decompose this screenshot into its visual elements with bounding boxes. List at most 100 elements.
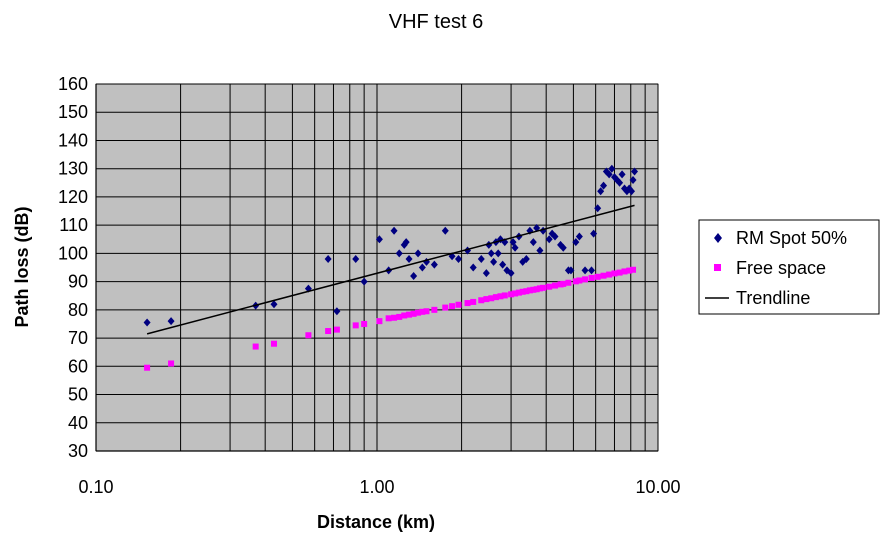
rm-spot-point: [454, 255, 462, 264]
rm-spot-point: [490, 257, 498, 266]
free-space-point: [401, 312, 408, 319]
trendline: [146, 204, 635, 335]
free-space-point: [600, 272, 607, 279]
free-space-point: [611, 270, 618, 277]
free-space-point: [582, 276, 589, 283]
rm-spot-point: [143, 318, 151, 327]
free-space-point: [361, 320, 368, 327]
y-axis-title: Path loss (dB): [12, 206, 32, 327]
rm-spot-point: [511, 243, 519, 252]
legend-label-free-space: Free space: [736, 258, 826, 278]
rm-spot-point: [600, 181, 608, 190]
free-space-point: [464, 300, 471, 307]
legend-marker-square-icon: [714, 264, 721, 271]
rm-spot-point: [360, 277, 368, 286]
free-space-point: [431, 306, 438, 313]
legend-item-rm-spot: RM Spot 50%: [714, 228, 847, 248]
rm-spot-point: [324, 255, 332, 264]
rm-spot-point: [270, 300, 278, 309]
free-space-point: [540, 284, 547, 291]
x-tick-labels: 0.10 1.00 10.00: [78, 477, 680, 497]
free-space-point: [391, 314, 398, 321]
free-space-point: [552, 282, 559, 289]
rm-spot-point: [605, 170, 613, 179]
legend-label-rm-spot: RM Spot 50%: [736, 228, 847, 248]
y-tick-label: 100: [58, 243, 88, 263]
free-space-point: [512, 290, 519, 297]
rm-spot-point: [487, 249, 495, 258]
rm-spot-point: [410, 271, 418, 280]
free-space-point: [423, 308, 430, 315]
y-tick-label: 110: [59, 215, 88, 235]
rm-spot-point: [545, 235, 553, 244]
free-space-point: [501, 292, 508, 299]
y-tick-label: 70: [68, 328, 88, 348]
rm-spot-point: [575, 232, 583, 241]
free-space-point: [376, 318, 383, 325]
free-space-point: [572, 278, 579, 285]
free-space-point: [616, 269, 623, 276]
rm-spot-point: [414, 249, 422, 258]
rm-spot-point: [522, 255, 530, 264]
free-space-point: [419, 308, 426, 315]
free-space-point: [305, 332, 312, 339]
free-space-point: [536, 285, 543, 292]
rm-spot-point: [430, 260, 438, 269]
legend-item-free-space: Free space: [714, 258, 826, 278]
rm-spot-point: [482, 269, 490, 278]
rm-spot-point: [631, 167, 639, 176]
rm-spot-point: [551, 232, 559, 241]
rm-spot-point: [567, 266, 575, 275]
legend-marker-diamond-icon: [714, 233, 722, 243]
free-space-point: [508, 291, 515, 298]
free-space-point: [606, 271, 613, 278]
free-space-point: [530, 286, 537, 293]
y-tick-label: 150: [58, 102, 88, 122]
rm-spot-point: [629, 175, 637, 184]
x-tick-label: 10.00: [635, 477, 680, 497]
free-space-point: [523, 288, 530, 295]
chart-title: VHF test 6: [389, 11, 483, 33]
legend-item-trendline: Trendline: [705, 288, 810, 308]
free-space-point: [144, 364, 151, 371]
rm-spot-point: [395, 249, 403, 258]
rm-spot-point: [572, 238, 580, 247]
free-space-point: [519, 288, 526, 295]
free-space-point: [470, 298, 477, 305]
free-space-point: [168, 360, 175, 367]
y-tick-label: 160: [58, 74, 88, 94]
legend: RM Spot 50% Free space Trendline: [698, 219, 880, 315]
y-tick-label: 90: [68, 272, 88, 292]
y-tick-label: 80: [68, 300, 88, 320]
y-tick-labels: 30 40 50 60 70 80 90 100 110 120 130 140 150 160: [58, 74, 88, 461]
rm-spot-point: [628, 187, 636, 196]
free-space-point: [492, 294, 499, 301]
free-space-point: [415, 309, 422, 316]
rm-spot-point: [559, 243, 567, 252]
rm-spot-point: [529, 238, 537, 247]
free-space-point: [515, 289, 522, 296]
rm-spot-point: [418, 263, 426, 272]
free-space-point: [483, 296, 490, 303]
rm-spot-point: [352, 255, 360, 264]
x-tick-label: 0.10: [78, 477, 113, 497]
rm-spot-point: [594, 204, 602, 213]
free-space-point: [576, 277, 583, 284]
free-space-point: [385, 315, 392, 322]
y-tick-label: 40: [68, 413, 88, 433]
rm-spot-point: [507, 269, 515, 278]
rm-spot-point: [333, 307, 341, 316]
rm-spot-point: [448, 252, 456, 261]
y-tick-label: 130: [58, 159, 88, 179]
rm-spot-point: [536, 246, 544, 255]
x-axis-title: Distance (km): [317, 512, 435, 532]
free-space-point: [626, 267, 633, 274]
free-space-point: [630, 266, 637, 273]
free-space-point: [478, 297, 485, 304]
free-space-point: [497, 293, 504, 300]
free-space-point: [396, 313, 403, 320]
y-tick-label: 60: [68, 356, 88, 376]
free-space-point: [588, 274, 595, 281]
free-space-point: [455, 301, 462, 308]
